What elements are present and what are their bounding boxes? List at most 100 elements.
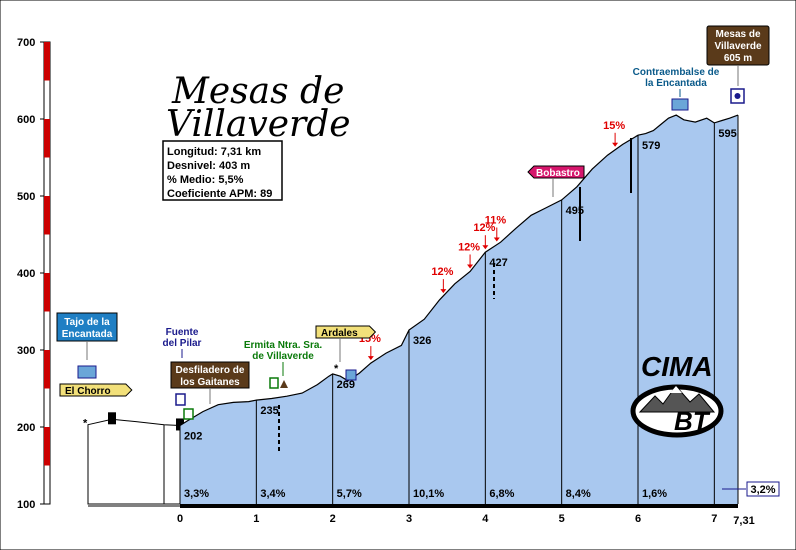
- summit-box: Mesas de Villaverde 605 m: [706, 25, 770, 104]
- y-axis-red-band: [44, 119, 50, 158]
- ramp-arrow-icon: [440, 289, 447, 294]
- logo-text-cima: CIMA: [641, 351, 713, 382]
- segment-gradient-label: 6,8%: [489, 488, 514, 500]
- place-label: Fuente: [166, 327, 199, 338]
- last-gradient-box: [746, 481, 780, 497]
- ramp-gradient-label: 15%: [603, 120, 625, 132]
- info-elevation-gain: Desnivel: 403 m: [167, 160, 250, 172]
- km-elevation-label: 595: [718, 128, 736, 140]
- segment-gradient-label: 3,4%: [260, 488, 285, 500]
- snowcap-icon: [670, 386, 682, 393]
- x-tick-label: 6: [635, 513, 641, 525]
- place-label: Tajo de la: [64, 317, 110, 328]
- approach-area: [87, 418, 181, 505]
- ramp-arrow-icon: [482, 245, 489, 250]
- summit-box-line-3: 605 m: [724, 53, 752, 64]
- ramp-arrow-icon: [612, 142, 619, 147]
- y-tick-label: 700: [17, 37, 35, 49]
- place-label: de Villaverde: [252, 351, 314, 362]
- km-elevation-label: 269: [337, 379, 355, 391]
- place-tag: [59, 383, 133, 397]
- x-tick-label: 5: [559, 513, 565, 525]
- place-tag: [527, 165, 585, 179]
- summit-box-line-1: Mesas de: [715, 29, 760, 40]
- church-icon: [280, 380, 288, 388]
- logo-text-bt: BT: [674, 406, 711, 436]
- y-axis-ticks: 100 200 300 400 500 600 700: [17, 37, 44, 511]
- km-elevation-label: 579: [642, 140, 660, 152]
- km-elevation-label: 495: [566, 205, 584, 217]
- ramp-gradient-label: 11%: [485, 215, 507, 227]
- fountain-icon: [269, 377, 279, 389]
- y-axis: 100 200 300 400 500 600 700: [17, 37, 51, 511]
- tunnel-icon: [176, 418, 184, 431]
- segment-gradient-label: 10,1%: [413, 488, 444, 500]
- road-bar: [180, 504, 738, 508]
- place-label: la Encantada: [645, 78, 707, 89]
- y-tick-label: 500: [17, 191, 35, 203]
- cimabt-logo: CIMA BT: [630, 351, 724, 438]
- info-point-icon: [175, 393, 186, 406]
- asterisk-marker: *: [334, 363, 339, 375]
- x-tick-label: 7: [711, 513, 717, 525]
- ramp-arrow-icon: [493, 237, 500, 242]
- y-axis-red-band: [44, 273, 50, 312]
- dam-icon: [671, 98, 689, 111]
- ramp-arrow-icon: [367, 356, 374, 361]
- segment-gradient-label: 8,4%: [566, 488, 591, 500]
- x-tick-label: 7,31: [733, 515, 754, 527]
- info-point-dot: [734, 93, 741, 99]
- dam-icon: [77, 365, 97, 379]
- x-tick-label: 4: [482, 513, 489, 525]
- y-axis-red-band: [44, 427, 50, 466]
- profile-area: [88, 114, 739, 508]
- segment-gradient-label: 3,3%: [184, 488, 209, 500]
- profile-fill: [180, 115, 738, 504]
- profile-line: [179, 114, 739, 427]
- km-elevation-label: 235: [260, 405, 278, 417]
- y-tick-label: 600: [17, 114, 35, 126]
- place-label: Encantada: [62, 329, 113, 340]
- y-tick-label: 100: [17, 499, 35, 511]
- y-axis-red-band: [44, 350, 50, 389]
- place-label: Desfiladero de: [176, 365, 245, 376]
- place-label: Ermita Ntra. Sra.: [244, 340, 323, 351]
- place-label: del Pilar: [163, 338, 202, 349]
- y-axis-red-band: [44, 196, 50, 235]
- place-label: Contraembalse de: [633, 67, 720, 78]
- mountain-icon: [638, 385, 716, 413]
- info-box: Longitud: 7,31 km Desnivel: 403 m % Medi…: [162, 140, 283, 201]
- chart-title: Mesas de Villaverde: [166, 71, 351, 145]
- title-line-1: Mesas de: [171, 71, 344, 112]
- x-tick-label: 0: [177, 513, 183, 525]
- info-length: Longitud: 7,31 km: [167, 146, 261, 158]
- info-apm-coefficient: Coeficiente APM: 89: [167, 188, 272, 200]
- title-line-2: Villaverde: [166, 104, 351, 145]
- place-box: [170, 361, 250, 389]
- ramp-arrow-icon: [467, 264, 474, 269]
- y-tick-label: 200: [17, 422, 35, 434]
- x-axis-ticks: 0 1 2 3 4 5 6 7 7,31: [177, 513, 755, 527]
- dam-icon: [345, 369, 357, 381]
- x-tick-label: 3: [406, 513, 412, 525]
- summit-box-line-2: Villaverde: [714, 41, 762, 52]
- km-elevation-label: 427: [489, 257, 507, 269]
- place-label: Ardales: [321, 328, 358, 339]
- y-axis-stripes: [44, 42, 50, 466]
- place-label: Bobastro: [536, 168, 580, 179]
- place-label: los Gaitanes: [180, 377, 240, 388]
- y-tick-label: 300: [17, 345, 35, 357]
- y-axis-red-band: [44, 42, 50, 81]
- segment-gradient-label: 1,6%: [642, 488, 667, 500]
- km-elevation-label: 326: [413, 335, 431, 347]
- y-tick-label: 400: [17, 268, 35, 280]
- ramp-gradients: 15%12%12%12%11%15%: [359, 120, 625, 361]
- km-elevation-label: 202: [184, 430, 202, 442]
- segment-gradients: 3,3% 3,4% 5,7% 10,1% 6,8% 8,4% 1,6% 3,2%: [184, 481, 780, 500]
- place-label: El Chorro: [65, 386, 111, 397]
- place-tag: [315, 325, 377, 339]
- x-tick-label: 1: [253, 513, 259, 525]
- segment-gradient-label: 3,2%: [750, 484, 775, 496]
